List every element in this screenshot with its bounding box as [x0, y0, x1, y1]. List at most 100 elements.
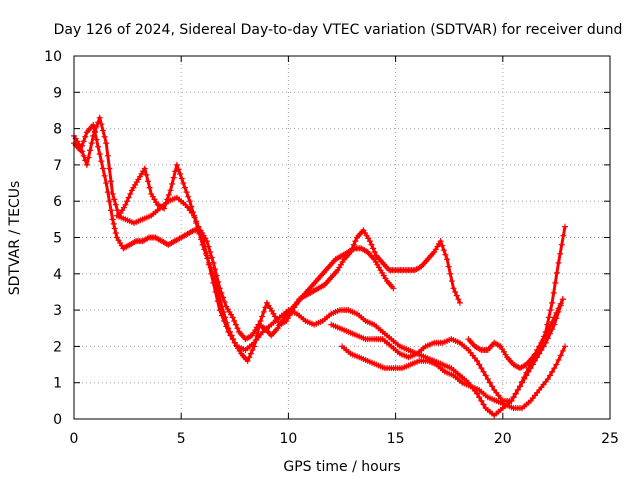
data-point: [547, 307, 554, 314]
data-point: [553, 361, 560, 368]
data-point: [257, 317, 264, 324]
data-point: [559, 296, 566, 303]
data-point: [450, 285, 457, 292]
data-point: [523, 372, 530, 379]
data-point: [103, 140, 110, 147]
data-point: [474, 357, 481, 364]
data-point: [557, 302, 564, 309]
data-point: [193, 218, 200, 225]
data-point: [442, 251, 449, 258]
data-point: [110, 220, 117, 227]
data-point: [541, 333, 548, 340]
data-point: [195, 223, 202, 230]
data-point: [231, 339, 238, 346]
data-point: [558, 241, 565, 248]
data-point: [370, 245, 377, 252]
data-point: [124, 198, 131, 205]
data-point: [254, 330, 261, 337]
series-trace-e: [339, 343, 568, 412]
data-point: [476, 361, 483, 368]
data-point: [539, 337, 546, 344]
data-point: [350, 241, 357, 248]
data-point: [173, 161, 180, 168]
data-point: [519, 379, 526, 386]
data-point: [555, 357, 562, 364]
data-point: [178, 175, 185, 182]
data-point: [521, 376, 528, 383]
y-tick-label: 10: [44, 49, 62, 65]
data-point: [180, 180, 187, 187]
data-point: [549, 368, 556, 375]
data-point: [555, 308, 562, 315]
data-point: [96, 151, 103, 158]
data-point: [229, 314, 236, 321]
data-point: [545, 314, 552, 321]
data-point: [445, 263, 452, 270]
data-point: [141, 165, 148, 172]
series-line: [72, 116, 462, 363]
data-point: [201, 243, 208, 250]
x-axis-label: GPS time / hours: [283, 459, 400, 475]
data-point: [560, 232, 567, 239]
data-point: [453, 292, 460, 299]
data-point: [177, 170, 184, 177]
data-point: [234, 325, 241, 332]
data-point: [144, 178, 151, 185]
data-point: [456, 299, 463, 306]
data-point: [112, 201, 119, 208]
data-point: [561, 343, 568, 350]
data-point: [101, 172, 108, 179]
data-point: [143, 171, 150, 178]
data-point: [183, 189, 190, 196]
data-point: [489, 383, 496, 390]
data-point: [111, 196, 118, 203]
data-point: [186, 198, 193, 205]
data-point: [508, 397, 515, 404]
data-point: [175, 166, 182, 173]
data-point: [83, 161, 90, 168]
data-point: [455, 296, 462, 303]
data-point: [87, 147, 94, 154]
data-point: [191, 212, 198, 219]
data-point: [99, 127, 106, 134]
data-point: [516, 383, 523, 390]
data-point: [371, 249, 378, 256]
data-point: [546, 330, 553, 337]
data-point: [80, 152, 87, 159]
y-tick-label: 3: [53, 303, 62, 319]
data-point: [259, 313, 266, 320]
data-point: [551, 321, 558, 328]
data-point: [104, 152, 111, 159]
data-point: [93, 123, 100, 130]
y-tick-label: 4: [53, 267, 62, 283]
data-point: [255, 324, 262, 331]
data-point: [510, 394, 517, 401]
data-point: [368, 241, 375, 248]
data-point: [93, 136, 100, 143]
data-point: [146, 184, 153, 191]
data-point: [231, 317, 238, 324]
data-point: [478, 397, 485, 404]
data-point: [106, 165, 113, 172]
data-point: [260, 308, 267, 315]
data-point: [437, 238, 444, 245]
data-point: [208, 270, 215, 277]
data-point: [197, 229, 204, 236]
data-point: [544, 321, 551, 328]
data-point: [555, 259, 562, 266]
data-point: [99, 165, 106, 172]
data-point: [188, 203, 195, 210]
data-point: [486, 379, 493, 386]
y-tick-label: 5: [53, 231, 62, 247]
x-tick-label: 10: [279, 431, 297, 447]
data-point: [552, 279, 559, 286]
data-point: [80, 138, 87, 145]
data-point: [549, 299, 556, 306]
x-tick-label: 15: [387, 431, 405, 447]
data-point: [208, 254, 215, 261]
data-point: [531, 357, 538, 364]
data-point: [203, 252, 210, 259]
data-point: [109, 190, 116, 197]
data-point: [169, 180, 176, 187]
